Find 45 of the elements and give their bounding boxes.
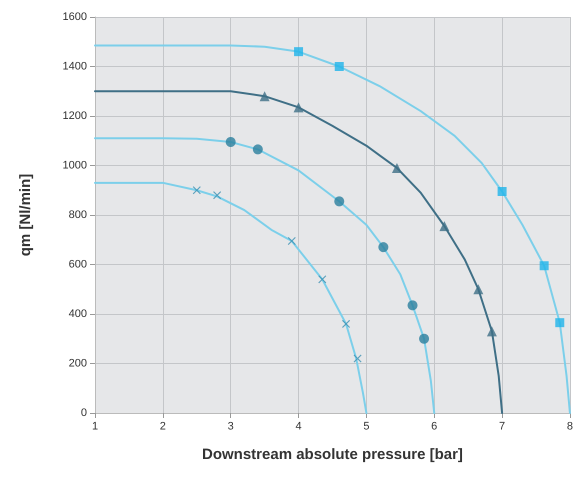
x-tick-label: 4: [295, 420, 302, 432]
line-series: [94, 90, 504, 414]
point: [354, 354, 362, 363]
y-tick-label: 800: [68, 209, 87, 221]
point: [473, 284, 484, 294]
point: [486, 326, 497, 336]
x-axis-title: Downstream absolute pressure [bar]: [202, 446, 463, 463]
point: [439, 221, 450, 232]
y-tick-label: 1200: [62, 110, 87, 122]
y-tick-label: 200: [68, 358, 87, 370]
point: [288, 236, 296, 245]
point: [378, 242, 388, 252]
y-tick-label: 1600: [62, 11, 87, 23]
point: [540, 261, 549, 270]
point: [294, 102, 304, 112]
point: [318, 275, 326, 284]
x-tick-label: 5: [363, 420, 370, 432]
point: [342, 320, 350, 328]
point: [260, 91, 270, 102]
point: [192, 186, 201, 194]
point: [213, 191, 222, 200]
y-tick-label: 600: [68, 258, 87, 270]
y-tick-label: 1400: [62, 60, 87, 72]
line-series: [94, 137, 436, 414]
point: [294, 47, 304, 56]
point: [419, 334, 430, 344]
x-tick-label: 2: [160, 420, 166, 432]
x-tick-label: 1: [92, 420, 98, 432]
point: [334, 62, 344, 71]
y-tick-label: 1000: [62, 160, 87, 172]
y-tick-label: 400: [68, 308, 87, 320]
x-tick-label: 3: [228, 420, 234, 432]
y-tick-label: 0: [80, 407, 87, 419]
x-tick-label: 8: [566, 420, 574, 432]
x-tick-label: 6: [431, 420, 438, 432]
point: [226, 136, 236, 147]
line-series: [94, 182, 368, 414]
point: [555, 318, 564, 328]
point: [334, 196, 344, 206]
point: [408, 300, 418, 310]
point: [392, 162, 402, 173]
y-axis-title: qm [Nl/min]: [17, 174, 34, 256]
point: [252, 144, 263, 154]
x-tick-label: 7: [499, 420, 506, 432]
point: [498, 186, 507, 196]
